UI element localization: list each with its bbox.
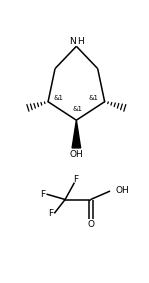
Text: &1: &1 <box>73 106 83 112</box>
Text: F: F <box>40 190 45 199</box>
Text: OH: OH <box>69 150 83 159</box>
Text: F: F <box>48 209 53 218</box>
Polygon shape <box>72 120 81 148</box>
Text: N: N <box>69 37 76 46</box>
Text: OH: OH <box>115 186 129 195</box>
Text: &1: &1 <box>89 95 99 101</box>
Text: H: H <box>77 37 84 46</box>
Text: O: O <box>87 220 94 229</box>
Text: &1: &1 <box>54 95 64 101</box>
Text: F: F <box>73 175 78 184</box>
